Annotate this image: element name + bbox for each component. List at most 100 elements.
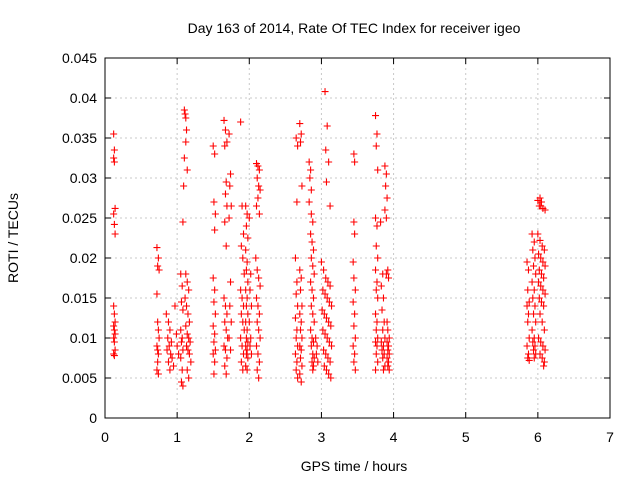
data-point	[383, 354, 391, 362]
data-point	[309, 262, 317, 270]
data-point	[244, 278, 252, 286]
data-point	[538, 318, 546, 326]
data-point	[372, 350, 380, 358]
data-point	[528, 326, 536, 334]
data-point	[305, 198, 313, 206]
data-point	[173, 342, 181, 350]
data-point	[183, 278, 191, 286]
data-point	[532, 318, 540, 326]
data-point	[535, 250, 543, 258]
data-point	[536, 350, 544, 358]
data-point	[291, 350, 299, 358]
data-point	[178, 282, 186, 290]
data-point	[186, 338, 194, 346]
data-point	[324, 354, 332, 362]
data-point	[524, 350, 532, 358]
data-point	[314, 358, 322, 366]
data-point	[322, 366, 330, 374]
data-point	[325, 298, 333, 306]
data-point	[382, 170, 390, 178]
data-point	[245, 318, 253, 326]
data-point	[374, 334, 382, 342]
data-point	[154, 254, 162, 262]
data-point	[254, 162, 262, 170]
data-point	[244, 234, 252, 242]
data-point	[184, 310, 192, 318]
data-point	[111, 330, 119, 338]
data-point	[541, 346, 549, 354]
data-point	[328, 342, 336, 350]
data-point	[222, 326, 230, 334]
data-point	[374, 254, 382, 262]
data-point	[223, 310, 231, 318]
data-point	[325, 370, 333, 378]
data-point	[177, 298, 185, 306]
data-point	[110, 220, 118, 228]
data-point	[253, 342, 260, 350]
data-point	[530, 354, 538, 362]
data-point	[111, 204, 119, 212]
data-point	[243, 210, 251, 218]
data-point	[531, 342, 539, 350]
data-point	[382, 182, 390, 190]
data-point	[183, 302, 191, 310]
data-point	[374, 358, 382, 366]
data-point	[246, 286, 254, 294]
data-point	[226, 182, 234, 190]
data-point	[534, 230, 542, 238]
data-point	[320, 266, 328, 274]
data-point	[242, 362, 250, 370]
data-point	[211, 358, 219, 366]
data-point	[155, 266, 163, 274]
data-point	[255, 182, 263, 190]
data-point	[540, 326, 548, 334]
data-point	[154, 346, 162, 354]
data-point	[293, 358, 301, 366]
data-point	[164, 358, 172, 366]
data-point	[321, 88, 329, 96]
data-point	[317, 258, 325, 266]
data-point	[180, 106, 188, 114]
data-point	[185, 374, 193, 382]
data-point	[110, 326, 118, 334]
data-point	[350, 358, 358, 366]
x-tick-label: 2	[245, 429, 253, 445]
data-point	[183, 330, 191, 338]
data-point	[166, 366, 174, 374]
data-point	[373, 130, 381, 138]
y-tick-label: 0.025	[62, 210, 97, 226]
data-point	[164, 334, 172, 342]
data-point	[383, 338, 391, 346]
data-point	[209, 350, 217, 358]
data-point	[294, 374, 302, 382]
data-point	[164, 318, 172, 326]
data-point	[243, 326, 251, 334]
data-point	[223, 138, 231, 146]
data-point	[350, 150, 358, 158]
data-point	[110, 130, 118, 138]
data-point	[225, 130, 233, 138]
data-point	[529, 338, 537, 346]
data-point	[309, 366, 317, 374]
data-point	[185, 350, 193, 358]
data-point	[541, 206, 549, 214]
data-point	[247, 350, 255, 358]
data-point	[223, 354, 231, 362]
data-point	[222, 178, 230, 186]
data-point	[523, 342, 531, 350]
data-point	[310, 354, 318, 362]
data-point	[308, 286, 316, 294]
chart-title: Day 163 of 2014, Rate Of TEC Index for r…	[188, 20, 521, 36]
data-point	[307, 326, 315, 334]
data-point	[110, 302, 118, 310]
y-tick-label: 0.01	[70, 330, 97, 346]
data-point	[535, 294, 543, 302]
data-point	[298, 182, 306, 190]
data-point	[373, 278, 381, 286]
data-point	[177, 354, 185, 362]
data-point	[110, 352, 118, 360]
data-point	[256, 282, 264, 290]
data-point	[255, 374, 263, 382]
data-point	[328, 302, 336, 310]
data-point	[154, 262, 162, 270]
